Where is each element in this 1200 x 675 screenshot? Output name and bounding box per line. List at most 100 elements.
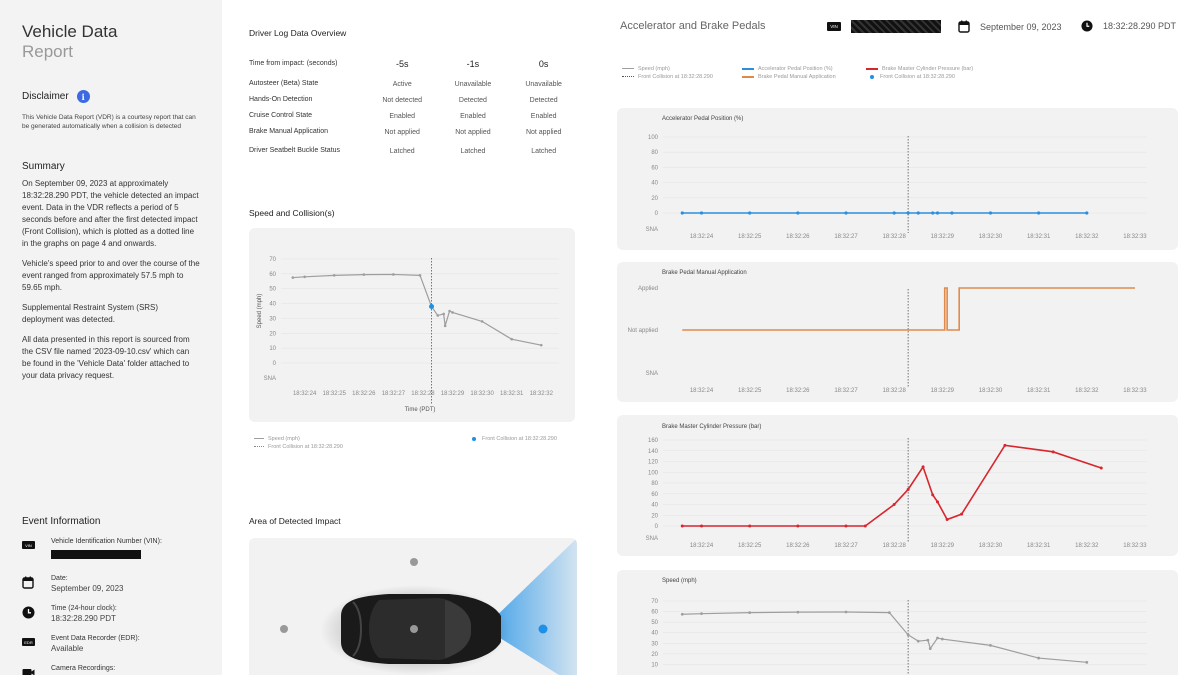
y-tick-label: 140: [648, 449, 659, 455]
data-point: [926, 638, 930, 642]
data-point: [332, 274, 336, 277]
table-cell: Detected: [529, 96, 558, 104]
x-tick-label: 18:32:27: [834, 234, 858, 240]
impact-area-heading: Area of Detected Impact: [249, 516, 341, 526]
y-tick-label: 10: [269, 346, 276, 352]
data-point: [748, 211, 752, 215]
x-tick-label: 18:32:31: [500, 391, 524, 397]
row-label: Driver Seatbelt Buckle Status: [249, 147, 341, 154]
event-item-vin: VIN Vehicle Identification Number (VIN):: [22, 537, 212, 564]
clock-icon: [22, 606, 35, 619]
brake-app-chart-panel: Brake Pedal Manual Application SNA Not app…: [617, 262, 1178, 402]
y-tick-label: 120: [648, 460, 659, 466]
speed2-chart-panel: Speed (mph) 10 20 30 40 50 60 70: [617, 570, 1178, 675]
speed-chart-legend: Speed (mph) Front Collision at 18:32:28.…: [254, 435, 343, 451]
y-tick-label: 20: [651, 652, 658, 658]
x-tick-label: 18:32:24: [690, 388, 714, 394]
x-tick-label: 18:32:29: [931, 234, 955, 240]
pedals-legend: Speed (mph) Accelerator Pedal Position (…: [622, 65, 1182, 81]
report-title: Vehicle Data: [22, 22, 118, 41]
data-point: [916, 639, 920, 643]
y-tick-label: 30: [269, 316, 276, 322]
y-tick-label: 60: [651, 165, 658, 171]
data-point: [931, 211, 935, 215]
y-tick-label: 30: [651, 641, 658, 647]
event-label: Time (24-hour clock):: [51, 605, 117, 612]
data-point: [921, 465, 925, 469]
driver-log-body: Autosteer (Beta) State Active Unavailable U…: [249, 76, 579, 162]
speed-chart: SNA 0 10 20 30 40 50 60 70 18:32:24 18:32:25 18:32:…: [257, 257, 559, 413]
x-tick-label: 18:32:28: [882, 234, 906, 240]
y-axis-label: Speed (mph): [257, 294, 263, 329]
speed-collision-heading: Speed and Collision(s): [249, 208, 335, 218]
x-tick-label: 18:32:28: [411, 391, 435, 397]
data-point: [989, 644, 992, 647]
table-cell: Enabled: [460, 112, 486, 120]
brake-app-chart: Brake Pedal Manual Application SNA Not app…: [628, 270, 1148, 394]
impact-point: [538, 624, 548, 634]
header-time: 18:32:28.290 PDT: [1103, 21, 1177, 31]
table-cell: Unavailable: [525, 80, 562, 88]
chart-title: Speed (mph): [662, 578, 697, 584]
table-cell: Unavailable: [454, 80, 492, 88]
data-point: [1037, 211, 1041, 215]
data-point: [700, 612, 703, 616]
table-row: Autosteer (Beta) State Active Unavailable U…: [249, 76, 579, 92]
event-label: Vehicle Identification Number (VIN):: [51, 538, 162, 545]
x-tick-label: 18:32:32: [1075, 234, 1099, 240]
x-tick-label: 18:32:28: [882, 543, 906, 549]
table-cell: Not detected: [382, 96, 423, 104]
header-date: September 09, 2023: [980, 21, 1062, 32]
data-point: [796, 211, 800, 215]
legend-front-collision-line: Front Collision at 18:32:28.290: [254, 443, 343, 451]
event-item-edr: EDR Event Data Recorder (EDR): Available: [22, 634, 212, 654]
x-tick-label: 18:32:33: [1123, 234, 1147, 240]
y-tick-label: 10: [651, 662, 658, 668]
event-date-value: September 09, 2023: [51, 584, 124, 593]
table-cell: Not applied: [525, 128, 562, 136]
sidebar: Vehicle Data Report Disclaimer i This Ve…: [0, 0, 222, 675]
chart-title: Brake Master Cylinder Pressure (bar): [662, 424, 761, 430]
summary-heading: Summary: [22, 161, 65, 172]
event-information: Event Information VIN Vehicle Identifica…: [22, 516, 212, 675]
column-header: -5s: [395, 59, 409, 69]
pressure-chart: Brake Master Cylinder Pressure (bar) SNA 0…: [646, 424, 1148, 549]
x-tick-label: 18:32:26: [352, 391, 376, 397]
data-point: [699, 211, 704, 215]
car-icon: [341, 594, 501, 664]
data-point: [680, 211, 684, 215]
data-point: [1099, 466, 1103, 470]
data-point: [443, 324, 447, 328]
data-point: [1085, 211, 1089, 215]
vin-redaction: [851, 20, 941, 33]
data-point: [480, 320, 484, 323]
data-point: [916, 211, 920, 215]
table-cell: Enabled: [530, 112, 557, 120]
data-point: [936, 500, 940, 504]
row-label: Cruise Control State: [249, 112, 313, 119]
data-point: [362, 273, 366, 276]
data-point: [960, 512, 964, 516]
impact-area-panel: [249, 538, 577, 675]
y-tick-label: SNA: [646, 227, 658, 233]
data-point: [906, 633, 910, 637]
calendar-icon: [958, 20, 970, 33]
x-tick-label: 18:32:30: [470, 391, 494, 397]
y-tick-label: 70: [651, 599, 658, 605]
vin-header: VIN: [827, 20, 941, 33]
y-tick-label: 50: [269, 287, 276, 293]
data-point: [1037, 656, 1041, 660]
data-point: [950, 211, 954, 215]
y-tick-label: 100: [648, 135, 659, 141]
sensor-point: [410, 558, 418, 566]
y-tick-label: 50: [651, 620, 658, 626]
legend-speed: Speed (mph): [622, 65, 742, 73]
y-tick-label: 60: [651, 492, 658, 498]
legend-pressure: Brake Master Cylinder Pressure (bar): [866, 65, 973, 73]
x-tick-label: 18:32:24: [690, 234, 714, 240]
x-tick-label: 18:32:29: [931, 388, 955, 394]
y-tick-label: 20: [651, 513, 658, 519]
info-icon[interactable]: i: [76, 90, 90, 103]
legend-brake-app: Brake Pedal Manual Application: [742, 73, 866, 81]
x-tick-label: 18:32:30: [979, 388, 1003, 394]
